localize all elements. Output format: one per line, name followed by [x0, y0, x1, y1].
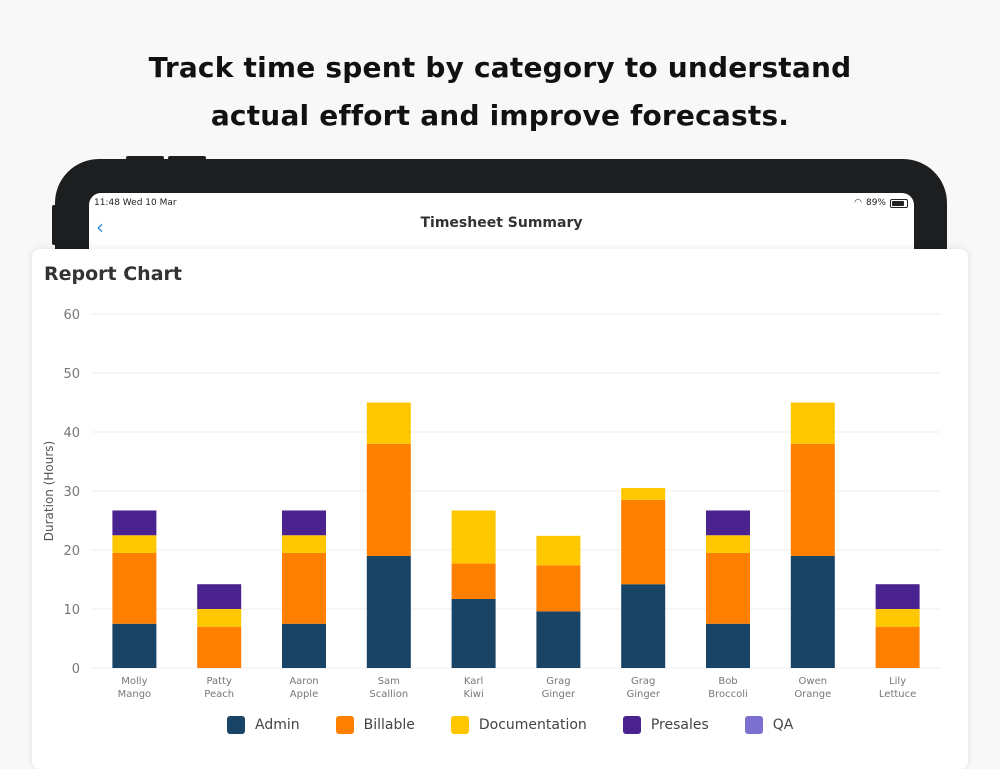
- bar-segment-admin: [282, 623, 326, 668]
- nav-title: Timesheet Summary: [420, 215, 583, 231]
- y-tick-label: 20: [63, 544, 80, 559]
- bar-segment-documentation: [621, 488, 666, 500]
- legend-item[interactable]: Billable: [335, 716, 415, 734]
- bar-segment-presales: [112, 510, 157, 536]
- bar-segment-documentation: [112, 535, 157, 553]
- bar-segment-billable: [536, 565, 581, 612]
- bar-segment-billable: [875, 626, 920, 668]
- wifi-icon: ◠: [854, 198, 862, 208]
- report-chart-card: Report Chart 0 10 20 30 40 50 60 Duration (Hour…: [32, 249, 968, 769]
- bar-segment-admin: [112, 623, 157, 668]
- x-tick-label: Mango: [118, 689, 152, 700]
- x-tick-label: Apple: [290, 689, 318, 700]
- y-tick-label: 10: [63, 603, 80, 618]
- x-tick-label: Lettuce: [879, 689, 916, 700]
- y-tick-label: 40: [63, 426, 80, 441]
- x-tick-label: Grag: [546, 676, 570, 687]
- report-chart: 0 10 20 30 40 50 60 Duration (Hours) Molly Mango P…: [42, 308, 940, 700]
- bar-segment-documentation: [282, 535, 326, 553]
- x-tick-label: Sam: [378, 676, 400, 687]
- x-tick-label: Owen: [799, 676, 828, 687]
- x-tick-label: Ginger: [542, 689, 576, 700]
- legend-label: Presales: [650, 717, 709, 733]
- status-indicators: ◠ 89%: [854, 198, 908, 208]
- bar-segment-billable: [790, 443, 835, 556]
- headline-line-1: Track time spent by category to understa…: [148, 51, 852, 84]
- x-tick-label: Peach: [204, 689, 234, 700]
- legend-item[interactable]: Documentation: [450, 716, 587, 734]
- y-tick-label: 60: [63, 308, 80, 323]
- bar-segment-billable: [621, 499, 666, 585]
- back-chevron-icon[interactable]: ‹: [96, 215, 104, 239]
- x-tick-label: Patty: [206, 676, 232, 687]
- x-tick-label: Ginger: [626, 689, 660, 700]
- legend-label: Documentation: [478, 717, 587, 733]
- bar-segment-admin: [536, 611, 581, 668]
- status-time: 11:48 Wed 10 Mar: [94, 198, 177, 208]
- x-tick-label: Grag: [631, 676, 655, 687]
- bar-segment-documentation: [451, 510, 496, 564]
- bar-segment-billable: [282, 552, 326, 624]
- bar-segment-billable: [451, 563, 496, 599]
- bar-segment-billable: [197, 626, 242, 668]
- bar-segment-admin: [621, 584, 666, 668]
- headline: Track time spent by category to understa…: [0, 44, 1000, 140]
- y-tick-label: 30: [63, 485, 80, 500]
- y-tick-label: 50: [63, 367, 80, 382]
- x-tick-label: Bob: [718, 676, 737, 687]
- device-side-button: [52, 205, 56, 245]
- device-volume-button: [168, 156, 206, 160]
- legend-label: Billable: [363, 717, 415, 733]
- bar-segment-documentation: [875, 609, 920, 627]
- legend-label: QA: [772, 717, 794, 733]
- legend-swatch: [622, 716, 641, 734]
- legend-item[interactable]: Presales: [622, 716, 709, 734]
- chart-legend: Admin Billable Documentation Presales QA: [227, 716, 829, 734]
- legend-item[interactable]: QA: [744, 716, 794, 734]
- bar-segment-billable: [366, 443, 411, 556]
- legend-swatch: [450, 716, 469, 734]
- x-tick-label: Broccoli: [708, 689, 748, 700]
- legend-swatch: [227, 716, 245, 734]
- bar-segment-admin: [366, 555, 411, 668]
- card-title: Report Chart: [44, 263, 182, 285]
- bar-segment-billable: [112, 552, 157, 624]
- bar-segment-presales: [706, 510, 750, 536]
- battery-percent: 89%: [865, 198, 886, 208]
- x-tick-label: Aaron: [289, 676, 318, 687]
- x-tick-label: Karl: [464, 676, 483, 687]
- bar-segment-presales: [282, 510, 326, 536]
- bar-segment-admin: [706, 623, 750, 668]
- x-tick-label: Kiwi: [463, 689, 483, 700]
- x-tick-label: Scallion: [369, 689, 408, 700]
- headline-line-2: actual effort and improve forecasts.: [210, 99, 790, 132]
- legend-swatch: [744, 716, 763, 734]
- legend-swatch: [335, 716, 354, 734]
- bar-segment-documentation: [706, 535, 750, 553]
- bar-segment-presales: [197, 584, 242, 609]
- x-tick-label: Lily: [889, 676, 906, 687]
- bar-segment-documentation: [197, 609, 242, 627]
- bar-segment-documentation: [366, 402, 411, 444]
- legend-item[interactable]: Admin: [227, 716, 300, 734]
- battery-icon: [890, 198, 908, 208]
- y-tick-label: 0: [72, 662, 80, 677]
- x-tick-label: Orange: [794, 689, 831, 700]
- x-tick-label: Molly: [121, 676, 147, 687]
- y-axis-label: Duration (Hours): [42, 441, 56, 541]
- bar-segment-admin: [790, 555, 835, 668]
- bar-segment-billable: [706, 552, 750, 624]
- legend-label: Admin: [255, 717, 300, 733]
- bar-segment-documentation: [536, 535, 581, 566]
- bar-segment-presales: [875, 584, 920, 609]
- bar-segment-documentation: [790, 402, 835, 444]
- bar-segment-admin: [451, 598, 496, 668]
- device-volume-button: [126, 156, 164, 160]
